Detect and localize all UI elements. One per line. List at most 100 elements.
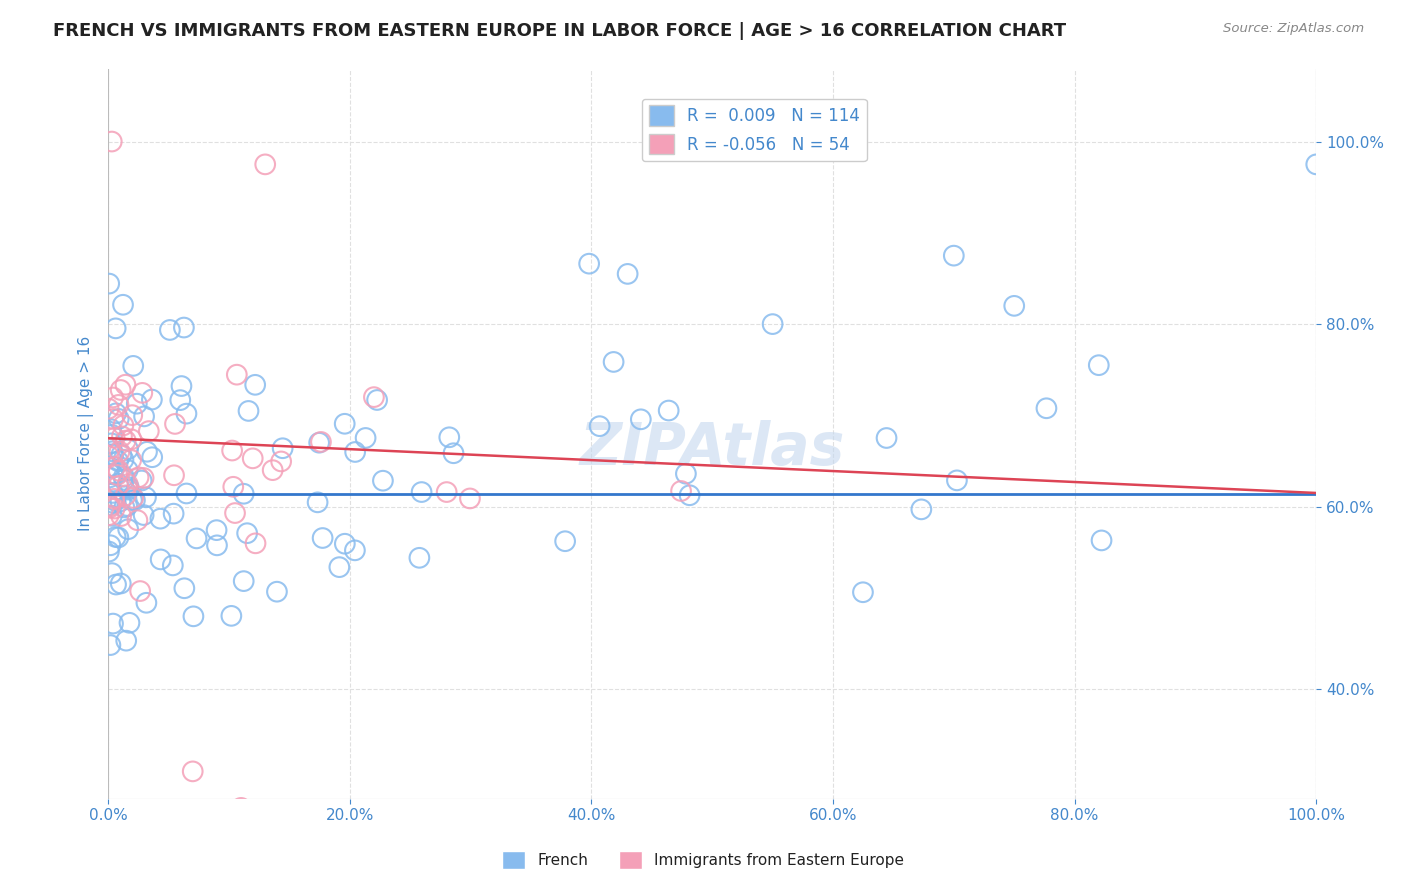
Point: [229, 801, 252, 815]
Point: [107, 412, 129, 426]
Point: [131, 474, 153, 488]
Point: [266, 584, 288, 599]
Point: [232, 574, 254, 588]
Point: [97, 401, 120, 416]
Point: [107, 398, 129, 412]
Point: [112, 452, 135, 467]
Point: [136, 444, 159, 458]
Point: [101, 444, 124, 458]
Point: [100, 436, 122, 450]
Point: [100, 638, 122, 652]
Point: [149, 552, 172, 566]
Point: [946, 474, 969, 488]
Point: [117, 483, 139, 497]
Point: [225, 368, 247, 382]
Point: [103, 491, 125, 506]
Point: [232, 487, 254, 501]
Point: [107, 531, 129, 545]
Point: [107, 464, 129, 478]
Point: [125, 397, 148, 411]
Text: FRENCH VS IMMIGRANTS FROM EASTERN EUROPE IN LABOR FORCE | AGE > 16 CORRELATION C: FRENCH VS IMMIGRANTS FROM EASTERN EUROPE…: [53, 22, 1067, 40]
Point: [159, 323, 181, 337]
Point: [117, 522, 139, 536]
Legend: French, Immigrants from Eastern Europe: French, Immigrants from Eastern Europe: [496, 845, 910, 875]
Point: [343, 543, 366, 558]
Point: [115, 499, 138, 513]
Point: [114, 377, 136, 392]
Point: [176, 407, 198, 421]
Point: [107, 454, 129, 468]
Point: [205, 538, 228, 552]
Point: [554, 534, 576, 549]
Point: [205, 523, 228, 537]
Point: [107, 476, 129, 491]
Point: [120, 453, 142, 467]
Point: [120, 432, 142, 446]
Point: [98, 499, 121, 513]
Point: [238, 404, 260, 418]
Point: [173, 581, 195, 595]
Point: [163, 468, 186, 483]
Point: [114, 488, 136, 502]
Point: [122, 359, 145, 373]
Point: [127, 513, 149, 527]
Point: [103, 412, 125, 426]
Y-axis label: In Labor Force | Age > 16: In Labor Force | Age > 16: [79, 336, 94, 532]
Point: [105, 577, 128, 591]
Point: [135, 596, 157, 610]
Point: [354, 431, 377, 445]
Point: [1090, 533, 1112, 548]
Point: [658, 403, 681, 417]
Point: [333, 537, 356, 551]
Point: [170, 379, 193, 393]
Point: [602, 355, 624, 369]
Point: [101, 486, 124, 500]
Point: [669, 483, 692, 498]
Point: [132, 409, 155, 424]
Point: [1035, 401, 1057, 416]
Point: [135, 491, 157, 505]
Point: [163, 417, 186, 431]
Point: [117, 463, 139, 477]
Point: [630, 412, 652, 426]
Point: [308, 435, 330, 450]
Point: [117, 477, 139, 491]
Point: [104, 460, 127, 475]
Point: [439, 430, 461, 444]
Point: [169, 393, 191, 408]
Point: [121, 408, 143, 422]
Point: [162, 507, 184, 521]
Point: [176, 486, 198, 500]
Point: [110, 509, 132, 524]
Point: [110, 448, 132, 462]
Point: [245, 536, 267, 550]
Point: [97, 544, 120, 558]
Point: [104, 431, 127, 445]
Point: [675, 467, 697, 481]
Point: [118, 615, 141, 630]
Point: [100, 422, 122, 436]
Point: [942, 249, 965, 263]
Point: [1088, 358, 1111, 372]
Point: [108, 444, 131, 458]
Point: [103, 447, 125, 461]
Point: [101, 391, 124, 405]
Point: [616, 267, 638, 281]
Point: [344, 445, 367, 459]
Point: [366, 392, 388, 407]
Point: [436, 485, 458, 500]
Point: [110, 576, 132, 591]
Point: [183, 609, 205, 624]
Point: [104, 530, 127, 544]
Point: [98, 500, 121, 515]
Point: [458, 491, 481, 506]
Point: [100, 538, 122, 552]
Point: [1002, 299, 1025, 313]
Point: [104, 501, 127, 516]
Point: [408, 550, 430, 565]
Point: [173, 320, 195, 334]
Point: [98, 460, 121, 475]
Point: [254, 157, 277, 171]
Point: [101, 566, 124, 581]
Point: [132, 508, 155, 522]
